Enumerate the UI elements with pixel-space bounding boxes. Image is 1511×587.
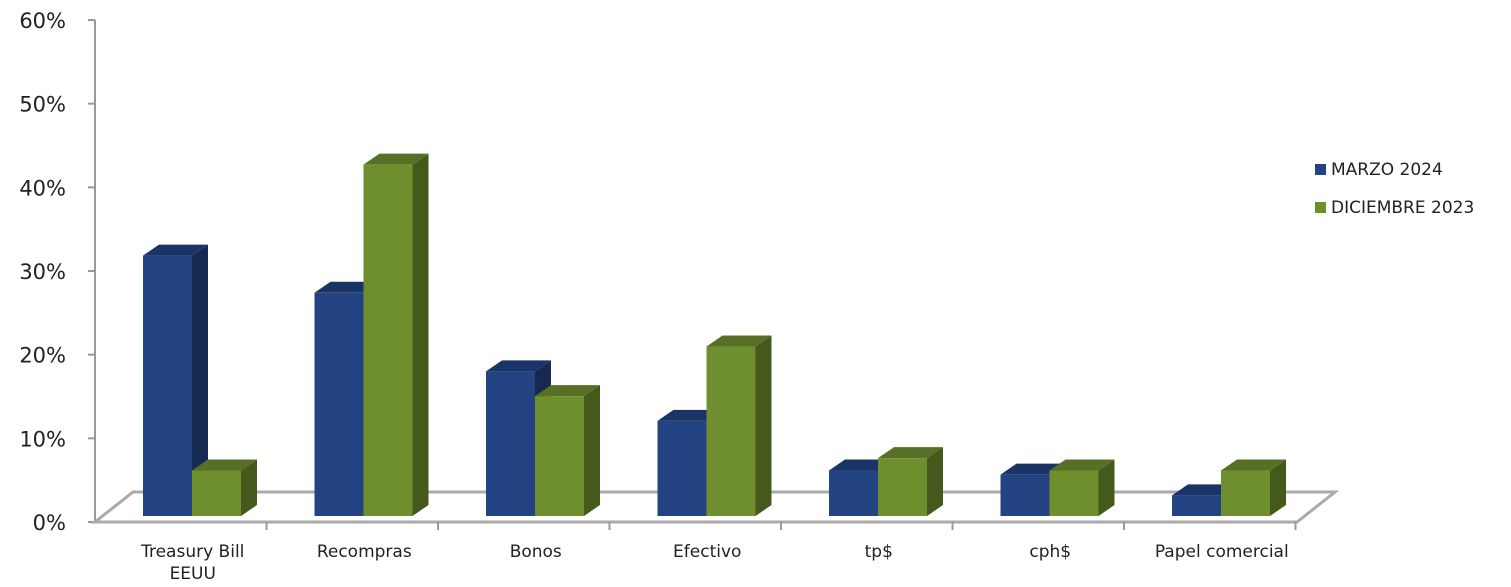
bar-diciembre-2023-3: [706, 335, 772, 516]
bar-diciembre-2023-5: [1049, 459, 1115, 516]
chart-floor: [90, 490, 1340, 524]
legend-swatch: [1315, 202, 1326, 213]
bar-diciembre-2023-4: [878, 447, 943, 516]
bar-diciembre-2023-2: [535, 385, 600, 516]
x-tick-label: EEUU: [170, 564, 216, 584]
x-tick-label: Treasury Bill: [140, 542, 244, 562]
x-tick-label: Papel comercial: [1155, 542, 1289, 562]
legend-label: MARZO 2024: [1331, 160, 1443, 180]
y-tick-label: 30%: [19, 260, 66, 284]
bar-marzo-2024-0: [143, 244, 208, 516]
x-tick-label: Bonos: [510, 542, 562, 562]
y-tick-label: 40%: [19, 176, 66, 200]
x-tick-label: cph$: [1029, 542, 1071, 562]
y-tick-label: 60%: [19, 9, 66, 33]
bar-diciembre-2023-0: [192, 459, 257, 516]
y-tick-label: 10%: [19, 427, 66, 451]
y-tick-label: 50%: [19, 93, 66, 117]
y-tick-label: 0%: [33, 511, 66, 535]
y-tick-label: 20%: [19, 344, 66, 368]
axes: 0% 10% 20% 30% 40% 50% 60%: [19, 9, 1340, 535]
x-tick-label: Efectivo: [673, 542, 741, 562]
x-tick-label: Recompras: [317, 542, 412, 562]
bars: [143, 153, 1286, 516]
bar-diciembre-2023-1: [363, 153, 429, 516]
legend: MARZO 2024 DICIEMBRE 2023: [1315, 160, 1474, 218]
bar-diciembre-2023-6: [1221, 459, 1286, 516]
legend-label: DICIEMBRE 2023: [1331, 198, 1474, 218]
x-tick-label: tp$: [865, 542, 893, 562]
legend-swatch: [1315, 164, 1326, 175]
